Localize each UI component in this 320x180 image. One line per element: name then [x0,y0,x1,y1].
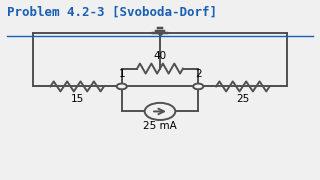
Text: Problem 4.2-3 [Svoboda-Dorf]: Problem 4.2-3 [Svoboda-Dorf] [7,6,217,19]
Circle shape [193,84,203,89]
Circle shape [117,84,127,89]
Text: 40: 40 [153,51,167,61]
Text: 2: 2 [195,69,202,79]
Text: 1: 1 [118,69,125,79]
Text: 25: 25 [236,94,250,104]
Circle shape [145,103,175,120]
Text: 25 mA: 25 mA [143,121,177,131]
Text: 15: 15 [70,94,84,104]
